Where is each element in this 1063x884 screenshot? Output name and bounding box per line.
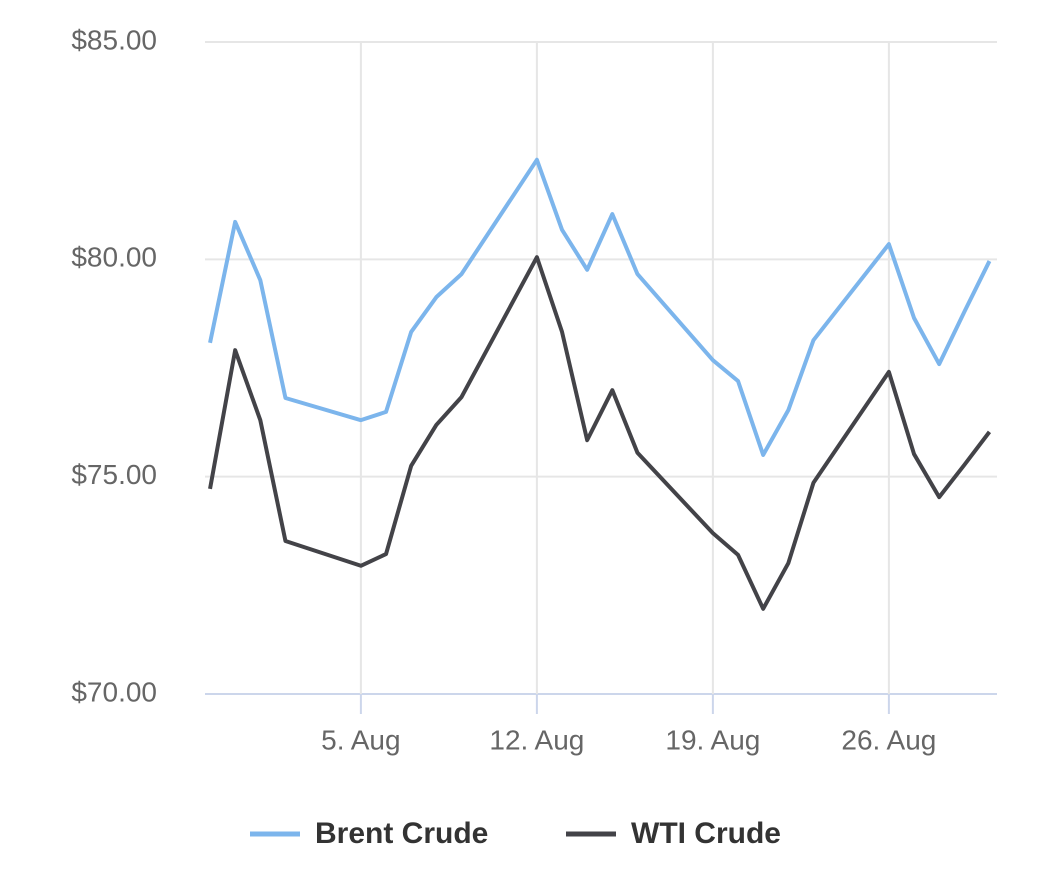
series-line [208, 157, 992, 457]
legend-label: Brent Crude [315, 817, 488, 850]
x-tick-label: 19. Aug [665, 724, 760, 755]
x-tick-label: 26. Aug [841, 724, 936, 755]
y-tick-label: $75.00 [71, 459, 157, 490]
x-tick-label: 12. Aug [489, 724, 584, 755]
series-line [208, 255, 992, 611]
y-tick-label: $70.00 [71, 676, 157, 707]
y-tick-label: $85.00 [71, 24, 157, 55]
legend-label: WTI Crude [631, 817, 781, 850]
x-tick-label: 5. Aug [321, 724, 400, 755]
y-tick-label: $80.00 [71, 242, 157, 273]
